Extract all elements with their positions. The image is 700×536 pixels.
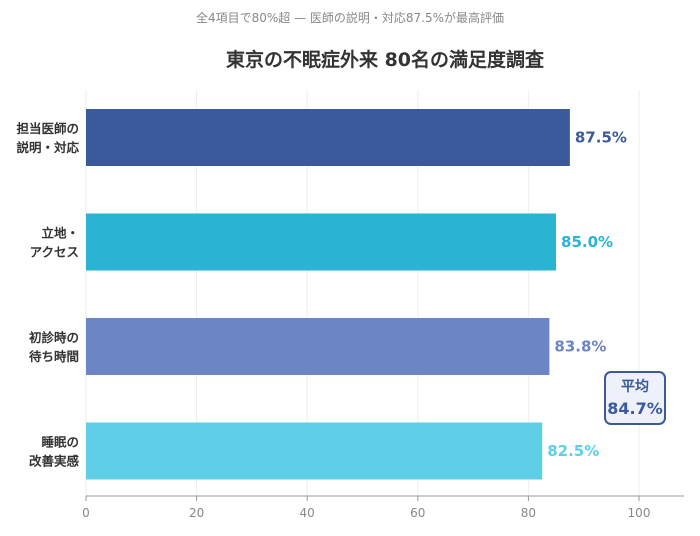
bar: [86, 213, 557, 271]
x-axis: 0 20 40 60 80 100: [82, 495, 684, 520]
x-tick-label: 40: [300, 506, 315, 520]
bar-value-label: 82.5%: [547, 442, 599, 460]
bars: 87.5% 85.0% 83.8% 82.5%: [86, 109, 627, 480]
x-tick-label: 100: [628, 506, 651, 520]
category-label: アクセス: [30, 245, 79, 260]
chart-subtitle: 全4項目で80%超 — 医師の説明・対応87.5%が最高評価: [196, 10, 504, 25]
average-value: 84.7%: [607, 399, 663, 418]
average-annotation: 平均 84.7%: [604, 371, 666, 425]
bar-value-label: 83.8%: [554, 338, 606, 356]
category-label: 担当医師の: [16, 121, 79, 136]
category-label: 初診時の: [29, 330, 79, 345]
bar: [86, 109, 570, 166]
category-label: 待ち時間: [29, 349, 79, 364]
chart-title: 東京の不眠症外来 80名の満足度調査: [226, 48, 545, 71]
category-label: 説明・対応: [16, 140, 79, 155]
average-box: [604, 371, 666, 425]
x-tick-label: 0: [82, 506, 90, 520]
x-tick-label: 60: [410, 506, 425, 520]
category-label: 立地・: [41, 226, 79, 241]
category-label: 改善実感: [29, 454, 80, 469]
category-label: 睡眠の: [41, 435, 79, 450]
average-label: 平均: [621, 378, 649, 395]
x-tick-label: 80: [521, 506, 536, 520]
bar-value-label: 85.0%: [561, 233, 613, 251]
bar: [86, 318, 550, 375]
x-tick-label: 20: [189, 506, 204, 520]
bar-value-label: 87.5%: [575, 129, 627, 147]
bar: [86, 422, 543, 480]
